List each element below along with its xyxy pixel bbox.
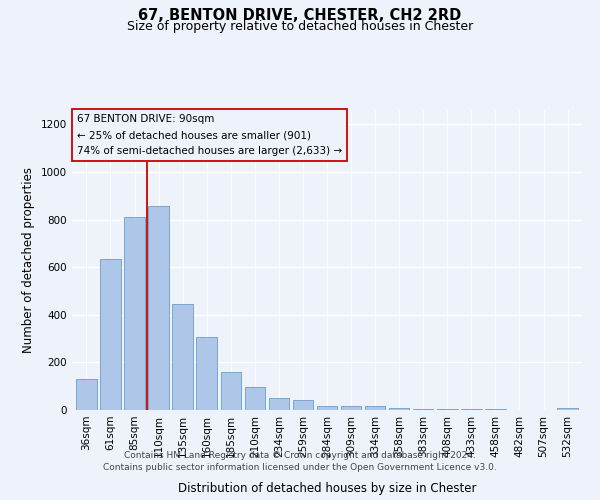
Bar — [196, 338, 217, 410]
Y-axis label: Number of detached properties: Number of detached properties — [22, 167, 35, 353]
Text: Contains HM Land Registry data © Crown copyright and database right 2024.
Contai: Contains HM Land Registry data © Crown c… — [103, 451, 497, 472]
Bar — [317, 406, 337, 410]
Text: 67 BENTON DRIVE: 90sqm
← 25% of detached houses are smaller (901)
74% of semi-de: 67 BENTON DRIVE: 90sqm ← 25% of detached… — [77, 114, 342, 156]
Bar — [557, 408, 578, 410]
Bar — [221, 372, 241, 410]
Text: 67, BENTON DRIVE, CHESTER, CH2 2RD: 67, BENTON DRIVE, CHESTER, CH2 2RD — [139, 8, 461, 22]
Bar — [365, 406, 385, 410]
Bar — [413, 409, 433, 410]
Bar — [269, 398, 289, 410]
Bar — [76, 379, 97, 410]
Bar — [245, 388, 265, 410]
Bar — [341, 406, 361, 410]
Bar — [389, 408, 409, 410]
Bar — [293, 400, 313, 410]
Bar — [100, 259, 121, 410]
Bar — [172, 304, 193, 410]
Bar — [148, 206, 169, 410]
Text: Size of property relative to detached houses in Chester: Size of property relative to detached ho… — [127, 20, 473, 33]
Text: Distribution of detached houses by size in Chester: Distribution of detached houses by size … — [178, 482, 476, 495]
Bar — [124, 217, 145, 410]
